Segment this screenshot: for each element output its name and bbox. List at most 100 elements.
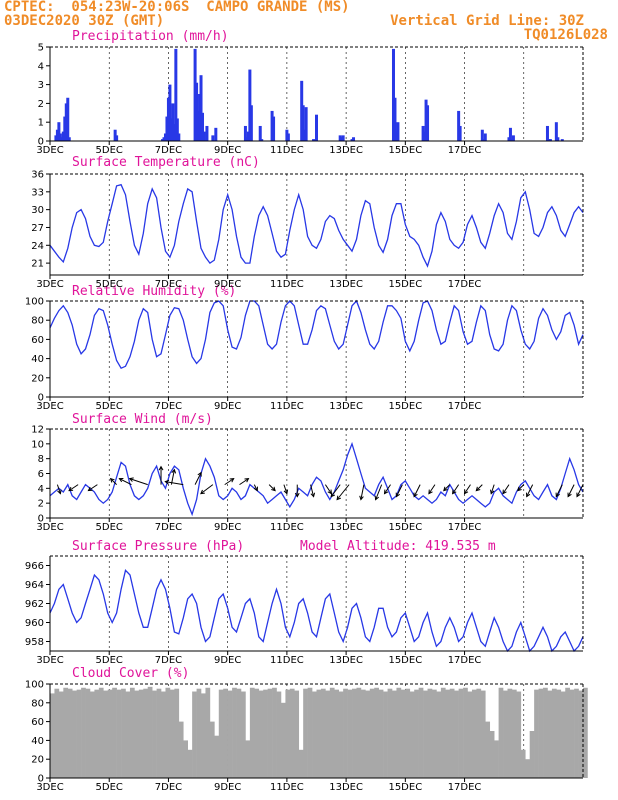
humidity-x-tick-label: 11DEC (270, 401, 304, 412)
wind-arrow-head (197, 471, 202, 477)
precip-bar (483, 133, 487, 141)
wind-arrow-head (109, 477, 115, 483)
wind-arrow (129, 478, 148, 486)
cloud-bar (72, 690, 77, 778)
cloud-bar (360, 689, 366, 778)
cloud-bar (196, 688, 202, 778)
cloud-bar (578, 690, 584, 778)
wind-x-tick-label: 7DEC (155, 522, 182, 533)
cloud-bar (352, 688, 357, 778)
wind-arrow (283, 484, 288, 494)
temp-x-tick-label: 5DEC (96, 279, 123, 290)
wind-arrow (464, 484, 471, 494)
cloud-bar (449, 688, 455, 778)
cloud-bar (400, 689, 406, 778)
cloud-bar (409, 691, 415, 778)
cloud-x-tick-label: 7DEC (155, 782, 182, 793)
cloud-bar (236, 688, 242, 778)
wind-series-line (49, 441, 584, 517)
wind-arrow-head (463, 489, 469, 495)
wind-arrow (268, 484, 276, 491)
wind-x-tick-label: 11DEC (270, 522, 304, 533)
precip-bar (391, 48, 395, 141)
wind-arrow (88, 484, 98, 492)
cloud-bar (338, 691, 344, 778)
cloud-bar (454, 690, 459, 778)
cloud-bar (254, 688, 260, 778)
cloud-bar (445, 689, 451, 778)
precip-bar (175, 118, 179, 141)
cloud-bar (85, 688, 91, 778)
cloud-bar (272, 687, 277, 778)
precip-bar (560, 139, 564, 141)
precip-bar (304, 107, 308, 141)
cloud-bar (63, 687, 69, 778)
wind-arrow-head (452, 489, 457, 495)
precip-bar (214, 127, 218, 141)
precip-y-tick-label: 5 (38, 43, 44, 54)
cloud-bar (103, 690, 109, 778)
cloud-x-tick-label: 17DEC (448, 782, 482, 793)
wind-arrow (567, 484, 575, 497)
wind-arrow-head (244, 478, 250, 483)
humidity-x-tick-label: 17DEC (448, 401, 482, 412)
wind-arrow (375, 484, 383, 500)
wind-arrow (110, 478, 117, 485)
cloud-x-tick-label: 3DEC (36, 782, 63, 793)
temp-title: Surface Temperature (nC) (72, 155, 260, 170)
cloud-bar (356, 687, 362, 778)
cloud-bar (50, 693, 55, 778)
wind-arrow (452, 484, 460, 494)
wind-arrow (413, 484, 421, 497)
cloud-bar (507, 688, 513, 778)
pressure-x-tick-label: 15DEC (388, 655, 422, 666)
header-grid-note: Vertical Grid Line: 30Z (390, 13, 584, 29)
temp-x-tick-label: 3DEC (36, 279, 63, 290)
cloud-bar (551, 688, 557, 778)
precip-bar (315, 114, 318, 141)
precip-y-tick-label: 4 (38, 61, 44, 72)
wind-arrow (68, 484, 79, 492)
cloud-bar (245, 740, 251, 778)
cloud-bar (480, 690, 486, 778)
wind-arrow (165, 481, 184, 486)
precip-bar (426, 105, 430, 141)
wind-y-tick-label: 12 (31, 425, 44, 436)
cloud-bar (440, 687, 446, 778)
cloud-bar (121, 688, 126, 778)
cloud-bar (67, 688, 73, 778)
cloud-bar (392, 690, 397, 778)
cloud-bar (463, 687, 468, 778)
cloud-bar (485, 721, 491, 778)
cloud-bar (516, 691, 522, 778)
precip-title: Precipitation (mm/h) (72, 29, 229, 44)
precip-bar (174, 48, 178, 141)
wind-y-tick-label: 2 (38, 499, 44, 510)
cloud-bar (125, 691, 131, 778)
cloud-bar (298, 749, 304, 778)
pressure-y-tick-label: 964 (25, 580, 44, 591)
wind-arrow-head (253, 486, 258, 492)
wind-x-tick-label: 5DEC (96, 522, 123, 533)
wind-arrow (384, 484, 391, 494)
wind-arrow-head (443, 486, 448, 492)
precip-bar (67, 137, 71, 141)
cloud-bar (58, 691, 64, 778)
cloud-bar (223, 688, 228, 778)
pressure-x-tick-label: 5DEC (96, 655, 123, 666)
pressure-y-tick-label: 962 (25, 599, 44, 610)
wind-x-tick-label: 9DEC (214, 522, 241, 533)
pressure-x-tick-label: 9DEC (214, 655, 241, 666)
wind-arrow (526, 484, 534, 497)
precip-x-tick-label: 9DEC (214, 145, 241, 156)
wind-arrow (360, 484, 365, 500)
cloud-title: Cloud Cover (%) (72, 666, 190, 681)
humidity-y-tick-label: 40 (31, 354, 44, 365)
wind-arrow-head (413, 492, 418, 498)
humidity-y-tick-label: 100 (25, 297, 44, 308)
wind-arrow (517, 484, 525, 491)
precip-y-tick-label: 2 (38, 99, 44, 110)
wind-arrow (443, 484, 451, 491)
wind-arrow-head (395, 492, 400, 498)
pressure-series-line (49, 568, 584, 653)
